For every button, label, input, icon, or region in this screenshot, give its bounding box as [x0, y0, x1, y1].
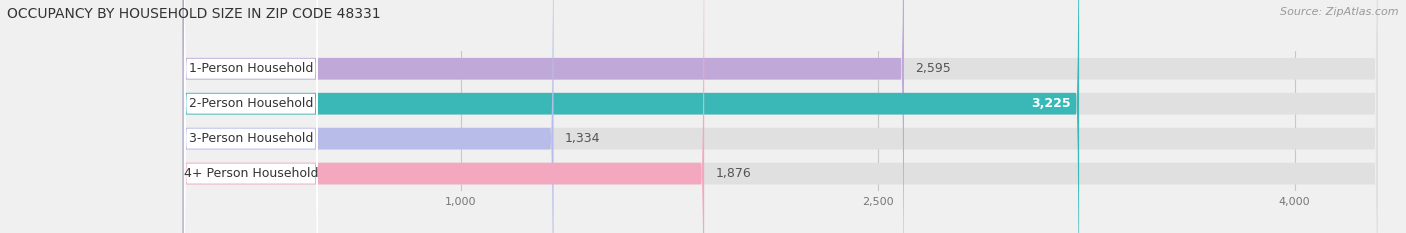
FancyBboxPatch shape	[183, 0, 1378, 233]
FancyBboxPatch shape	[183, 0, 554, 233]
Text: 3,225: 3,225	[1031, 97, 1071, 110]
FancyBboxPatch shape	[183, 0, 904, 233]
FancyBboxPatch shape	[183, 0, 1378, 233]
Text: 1,876: 1,876	[716, 167, 751, 180]
Text: Source: ZipAtlas.com: Source: ZipAtlas.com	[1281, 7, 1399, 17]
Text: 2-Person Household: 2-Person Household	[188, 97, 314, 110]
Text: 2,595: 2,595	[915, 62, 950, 75]
FancyBboxPatch shape	[184, 0, 318, 233]
Text: 1,334: 1,334	[565, 132, 600, 145]
FancyBboxPatch shape	[183, 0, 704, 233]
FancyBboxPatch shape	[184, 0, 318, 233]
Text: OCCUPANCY BY HOUSEHOLD SIZE IN ZIP CODE 48331: OCCUPANCY BY HOUSEHOLD SIZE IN ZIP CODE …	[7, 7, 381, 21]
FancyBboxPatch shape	[184, 0, 318, 233]
FancyBboxPatch shape	[183, 0, 1080, 233]
FancyBboxPatch shape	[183, 0, 1378, 233]
Text: 4+ Person Household: 4+ Person Household	[184, 167, 318, 180]
Text: 3-Person Household: 3-Person Household	[188, 132, 314, 145]
Text: 1-Person Household: 1-Person Household	[188, 62, 314, 75]
FancyBboxPatch shape	[184, 0, 318, 233]
FancyBboxPatch shape	[183, 0, 1378, 233]
